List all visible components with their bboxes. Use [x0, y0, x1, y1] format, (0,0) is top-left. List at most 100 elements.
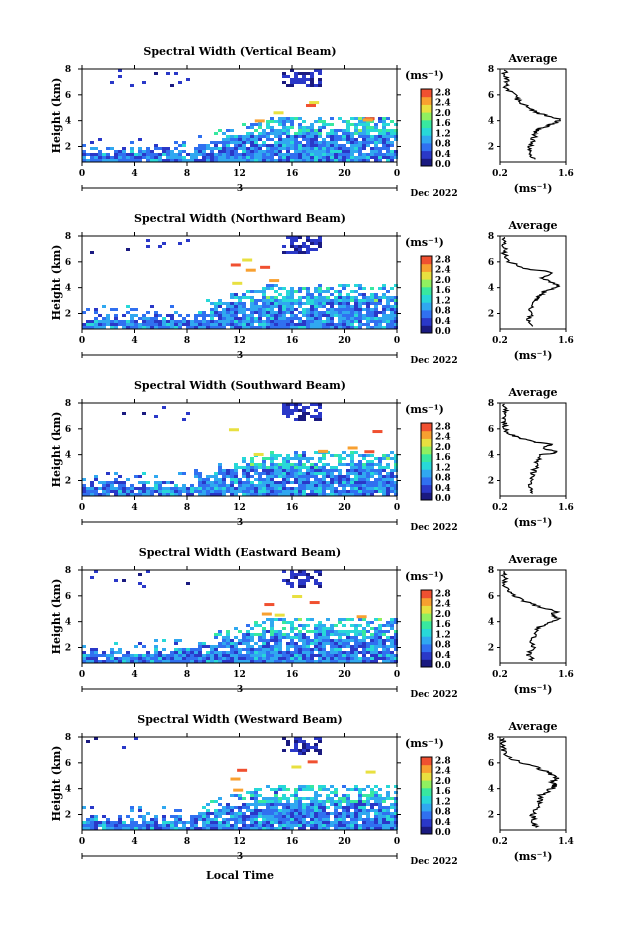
heatmap-cell: [358, 791, 362, 794]
heatmap-cell: [314, 645, 318, 648]
x-tick-label: 4: [131, 837, 137, 847]
heatmap-cell: [270, 639, 274, 642]
heatmap-cell: [262, 320, 266, 323]
heatmap-streak: [253, 452, 264, 456]
heatmap-cell: [250, 150, 254, 153]
heatmap-cell: [322, 475, 326, 478]
date-label: Dec 2022: [410, 356, 457, 366]
heatmap-cell: [394, 308, 398, 311]
heatmap-cell: [366, 821, 370, 824]
heatmap-cell: [162, 159, 166, 162]
heatmap-cell: [154, 818, 158, 821]
heatmap-cell: [298, 648, 302, 651]
heatmap-cell: [354, 657, 358, 660]
heatmap-cell: [290, 573, 294, 576]
heatmap-cell: [206, 478, 210, 481]
heatmap-cell: [374, 812, 378, 815]
heatmap-cell: [334, 302, 338, 305]
heatmap-cell: [282, 794, 286, 797]
heatmap-cell: [290, 138, 294, 141]
heatmap-cell: [326, 484, 330, 487]
heatmap-cell: [370, 803, 374, 806]
heatmap-cell: [102, 153, 106, 156]
heatmap-cell: [250, 153, 254, 156]
heatmap-cell: [82, 806, 86, 809]
heatmap-cell: [318, 466, 322, 469]
heatmap-cell: [346, 156, 350, 159]
heatmap-cell: [318, 803, 322, 806]
heatmap-cell: [214, 651, 218, 654]
heatmap-cell: [378, 466, 382, 469]
heatmap-cell: [202, 147, 206, 150]
heatmap-cell: [354, 660, 358, 663]
heatmap-cell: [194, 660, 198, 663]
heatmap-cell: [154, 645, 158, 648]
heatmap-cell: [378, 657, 382, 660]
heatmap-cell: [374, 639, 378, 642]
heatmap-cell: [170, 159, 174, 162]
heatmap-cell: [342, 484, 346, 487]
heatmap-cell: [334, 147, 338, 150]
heatmap-cell: [234, 141, 238, 144]
heatmap-cell: [350, 156, 354, 159]
heatmap-cell: [242, 159, 246, 162]
heatmap-cell: [146, 147, 150, 150]
heatmap-cell: [378, 460, 382, 463]
heatmap-cell: [206, 481, 210, 484]
heatmap-cell: [226, 144, 230, 147]
heatmap-cell: [250, 457, 254, 460]
heatmap-cell: [90, 818, 94, 821]
heatmap-cell: [294, 418, 298, 421]
heatmap-cell: [238, 815, 242, 818]
heatmap-cell: [374, 803, 378, 806]
heatmap-cell: [302, 582, 306, 585]
heatmap-cell: [338, 639, 342, 642]
heatmap-cell: [374, 326, 378, 329]
heatmap-cell: [338, 299, 342, 302]
heatmap-cell: [226, 824, 230, 827]
heatmap-cell: [326, 144, 330, 147]
heatmap-cell: [386, 812, 390, 815]
heatmap-cell: [366, 630, 370, 633]
heatmap-cell: [266, 487, 270, 490]
heatmap-cell: [286, 236, 290, 239]
heatmap-cell: [366, 296, 370, 299]
heatmap-cell: [310, 132, 314, 135]
heatmap-cell: [334, 144, 338, 147]
x-tick-label: 12: [233, 336, 246, 346]
heatmap-cell: [358, 323, 362, 326]
heatmap-cell: [362, 651, 366, 654]
heatmap-cell: [362, 126, 366, 129]
heatmap-cell: [114, 323, 118, 326]
heatmap-cell: [154, 144, 158, 147]
heatmap-cell: [226, 818, 230, 821]
heatmap-cell: [346, 320, 350, 323]
heatmap-cell: [202, 642, 206, 645]
date-tick-label: 3: [237, 518, 243, 528]
heatmap-cell: [146, 311, 150, 314]
heatmap-cell: [302, 821, 306, 824]
heatmap-cell: [190, 654, 194, 657]
heatmap-cell: [258, 645, 262, 648]
heatmap-cell: [270, 287, 274, 290]
heatmap-cell: [350, 135, 354, 138]
heatmap-cell: [390, 797, 394, 800]
heatmap-cell: [286, 645, 290, 648]
heatmap-cell: [122, 654, 126, 657]
heatmap-cell: [390, 287, 394, 290]
heatmap-cell: [350, 827, 354, 830]
heatmap-cell: [150, 320, 154, 323]
heatmap-cell: [358, 487, 362, 490]
heatmap-cell: [330, 785, 334, 788]
colorbar-tick-label: 2.0: [435, 443, 451, 453]
heatmap-cell: [254, 129, 258, 132]
heatmap-cell: [354, 308, 358, 311]
heatmap-cell: [262, 460, 266, 463]
heatmap-cell: [262, 132, 266, 135]
heatmap-cell: [254, 824, 258, 827]
heatmap-cell: [174, 827, 178, 830]
heatmap-cell: [266, 135, 270, 138]
x-tick-label: 0: [394, 336, 400, 346]
heatmap-cell: [262, 287, 266, 290]
heatmap-cell: [350, 147, 354, 150]
